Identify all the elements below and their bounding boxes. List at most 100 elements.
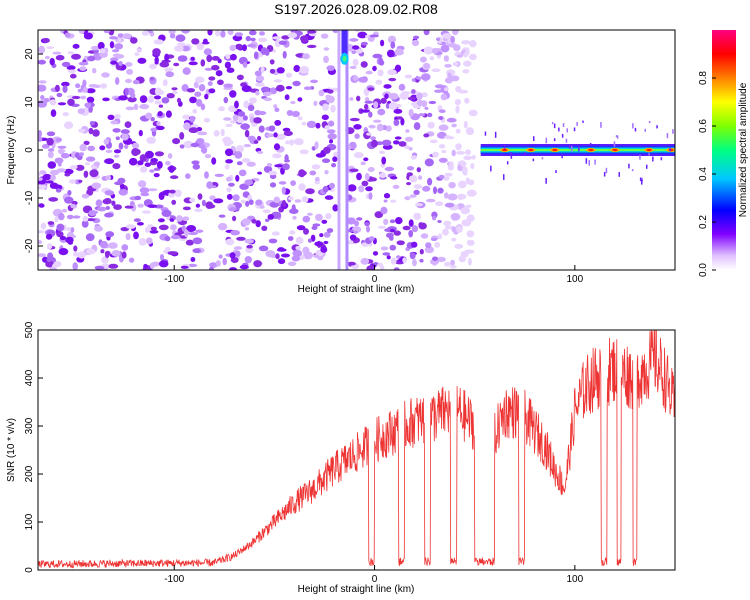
spectrogram-cell [79, 66, 87, 71]
spectrogram-cell [455, 86, 462, 93]
spectrogram-cell [418, 113, 426, 117]
spectrogram-cell [111, 200, 116, 206]
spectrogram-cell [263, 165, 273, 173]
spectrogram-cell [57, 145, 67, 149]
spectrogram-cell [438, 157, 448, 163]
spectrogram-cell [363, 157, 369, 162]
spectrogram-cell [406, 172, 413, 177]
spectrogram-cell [461, 219, 472, 227]
spectrogram-cell [440, 93, 448, 101]
spectrogram-cell [315, 213, 323, 222]
spectrogram-cell [301, 121, 307, 126]
spectrogram-cell [311, 225, 318, 230]
spectrogram-cell [133, 231, 139, 240]
y-tick-label: 0 [24, 567, 35, 573]
spectrogram-cell [188, 231, 199, 236]
spectrogram-cell [295, 236, 304, 245]
spectrogram-cell [396, 116, 403, 120]
spectrogram-cell [451, 226, 456, 233]
spectrogram-cell [377, 225, 386, 229]
spectrogram-cell [373, 101, 379, 109]
spectrogram-cell [48, 148, 55, 152]
spectrogram-cell [369, 34, 379, 38]
spectrogram-cell [114, 181, 123, 186]
spectrogram-cell [409, 252, 416, 260]
spectrogram-cell [245, 200, 250, 207]
spectrogram-cell [353, 152, 364, 159]
spectrogram-cell [413, 122, 421, 131]
spectrogram-cell [423, 133, 430, 138]
spectrogram-cell [156, 121, 161, 126]
spectrogram-cell [396, 255, 401, 259]
spectrogram-speck [545, 177, 547, 184]
colorbar-tick-label: 0.4 [698, 167, 709, 181]
spectrogram-speck [558, 127, 560, 132]
spectrogram-cell [169, 33, 176, 39]
spectrogram-cell [464, 249, 475, 254]
spectrogram-cell [462, 171, 468, 176]
spectrogram-cell [444, 172, 453, 177]
spectrogram-cell [389, 244, 397, 251]
spectrogram-cell [112, 49, 120, 53]
spectrogram-cell [193, 81, 199, 89]
spectrogram-cell [447, 72, 452, 79]
spectrogram-cell [356, 217, 363, 221]
spectrogram-cell [88, 84, 99, 88]
spectrogram-cell [431, 68, 441, 73]
spectrogram-cell [149, 169, 155, 173]
spectrogram-cell [134, 195, 142, 201]
spectrogram-cell [153, 39, 164, 45]
spectrogram-cell [448, 43, 457, 48]
spectrogram-cell [413, 184, 423, 190]
spectrogram-cell [72, 262, 78, 270]
spectrogram-cell [291, 204, 296, 212]
spectrogram-cell [365, 186, 373, 192]
spectrogram-cell [78, 128, 86, 133]
spectrogram-cell [443, 55, 449, 62]
spectrogram-cell [125, 106, 135, 111]
spectrogram-cell [268, 170, 278, 176]
spectrogram-cell [247, 135, 256, 142]
spectrogram-cell [192, 237, 203, 245]
spectrogram-cell [165, 160, 171, 166]
spectrogram-cell [152, 48, 161, 56]
spectrogram-cell [99, 145, 106, 151]
spectrogram-cell [58, 148, 65, 155]
spectrogram-cell [190, 257, 196, 262]
spectrogram-cell [130, 37, 138, 44]
spectrogram-cell [138, 238, 147, 246]
spectrogram-cell [329, 139, 333, 144]
spectrogram-cell [447, 193, 458, 201]
spectrogram-cell [202, 41, 210, 45]
spectrogram-cell [290, 100, 296, 105]
spectrogram-cell [86, 88, 96, 94]
spectrogram-cell [421, 92, 428, 98]
spectrogram-cell [77, 251, 86, 259]
spectrogram-cell [133, 103, 139, 111]
spectrogram-cell [358, 76, 368, 83]
spectrogram-cell [77, 88, 82, 93]
spectrogram-cell [94, 225, 103, 232]
spectrogram-cell [223, 83, 233, 88]
spectrogram-cell [389, 219, 396, 224]
spectrogram-cell [442, 228, 449, 236]
spectrogram-cell [262, 91, 272, 97]
spectrogram-cell [177, 55, 188, 62]
spectrogram-cell [283, 130, 293, 137]
spectrogram-cell [61, 208, 68, 213]
y-tick-label: 300 [24, 417, 35, 434]
spectrogram-cell [296, 225, 306, 231]
spectrogram-cell [91, 182, 102, 189]
spectrogram-cell [49, 182, 59, 189]
spectrogram-cell [54, 157, 64, 164]
spectrogram-speck [631, 169, 634, 172]
spectrogram-cell [53, 261, 62, 268]
spectrogram-cell [169, 218, 175, 222]
spectrogram-cell [272, 153, 282, 159]
spectrogram-cell [42, 256, 49, 263]
spectrogram-cell [170, 224, 177, 231]
spectrogram-cell [146, 136, 156, 144]
spectrogram-cell [259, 205, 265, 209]
spectrogram-cell [136, 48, 142, 52]
spectrogram-cell [278, 181, 287, 185]
